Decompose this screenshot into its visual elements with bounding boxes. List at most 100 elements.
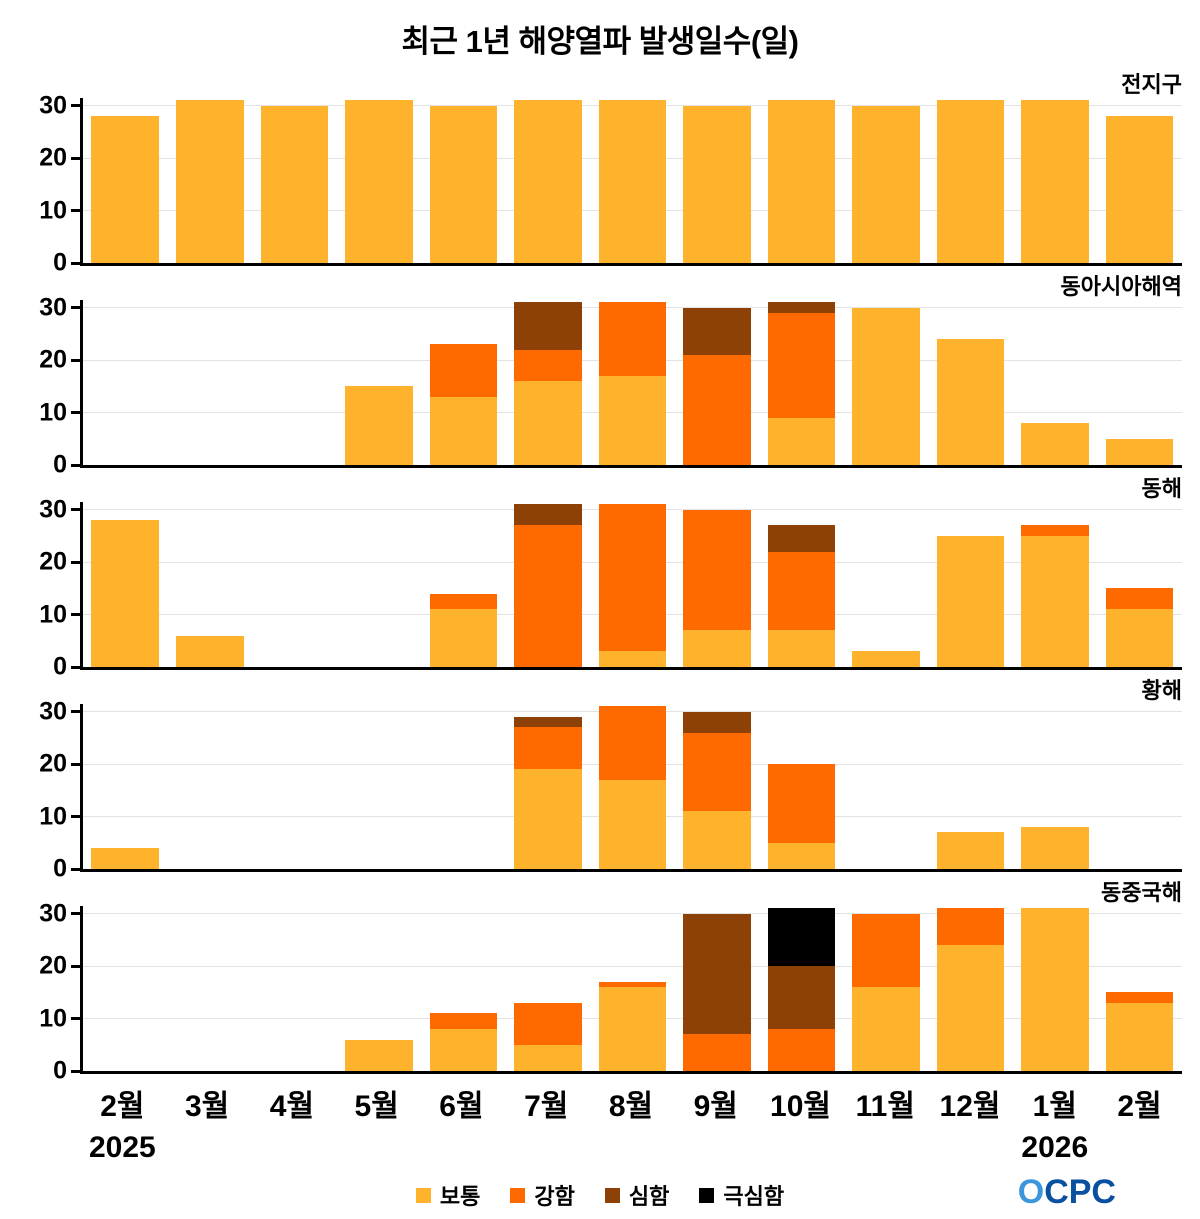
bar-segment bbox=[852, 105, 920, 263]
bar-slot bbox=[83, 906, 168, 1071]
chart-panel: 전지구 0 10 20 30 bbox=[39, 71, 1182, 275]
y-tick-label: 30 bbox=[39, 91, 67, 119]
bar-slot bbox=[1097, 98, 1182, 263]
bar-slot bbox=[1097, 704, 1182, 869]
year-label: 2026 bbox=[1021, 1131, 1089, 1164]
y-tick-label: 20 bbox=[39, 345, 67, 374]
bar-segment bbox=[767, 1029, 836, 1071]
bar-segment bbox=[852, 307, 920, 465]
y-tick bbox=[71, 762, 80, 766]
bar-segment bbox=[91, 116, 160, 263]
bar-segment bbox=[514, 100, 582, 263]
bar-segment bbox=[683, 913, 751, 1035]
stacked-bar bbox=[683, 105, 751, 263]
stacked-bar bbox=[345, 1039, 413, 1071]
bar-segment bbox=[683, 105, 751, 263]
bar-segment bbox=[514, 504, 582, 526]
legend-swatch bbox=[604, 1187, 620, 1203]
y-tick bbox=[71, 411, 80, 414]
bar-segment bbox=[767, 302, 836, 313]
bar-segment bbox=[1105, 992, 1174, 1003]
stacked-bar bbox=[429, 1013, 498, 1071]
gridline bbox=[83, 965, 1182, 967]
y-tick bbox=[71, 964, 80, 968]
bar-slot bbox=[928, 502, 1013, 667]
year-label bbox=[928, 1131, 1013, 1165]
y-tick bbox=[71, 463, 80, 467]
bar-slot bbox=[1097, 906, 1182, 1071]
year-label bbox=[165, 1131, 250, 1165]
y-tick-label: 0 bbox=[53, 248, 67, 277]
bar-segment bbox=[514, 727, 582, 770]
y-tick-label: 20 bbox=[39, 547, 67, 576]
y-tick bbox=[71, 1017, 80, 1020]
year-label bbox=[1097, 1131, 1182, 1165]
bar-slot bbox=[590, 98, 675, 263]
y-tick-label: 20 bbox=[39, 143, 67, 172]
bar-segment bbox=[345, 100, 413, 263]
bar-slot bbox=[506, 704, 591, 869]
bar-segment bbox=[767, 842, 836, 869]
bar-segment bbox=[683, 732, 751, 812]
chart-panel: 동해 0 10 20 30 bbox=[39, 475, 1182, 679]
bar-slot bbox=[1097, 502, 1182, 667]
stacked-bar bbox=[345, 386, 413, 465]
year-label: 2025 bbox=[89, 1131, 156, 1164]
stacked-bar bbox=[1021, 423, 1089, 465]
bar-segment bbox=[1021, 535, 1089, 667]
y-tick-label: 30 bbox=[39, 293, 67, 321]
year-label bbox=[673, 1131, 758, 1165]
bar-segment bbox=[683, 307, 751, 355]
stacked-bar bbox=[598, 504, 667, 667]
stacked-bar bbox=[91, 116, 160, 263]
bar-segment bbox=[429, 609, 498, 667]
bars-layer bbox=[83, 98, 1182, 263]
bar-slot bbox=[844, 502, 929, 667]
stacked-bar bbox=[1105, 588, 1174, 667]
stacked-bar bbox=[175, 635, 244, 667]
plot-area: 0 10 20 30 bbox=[39, 497, 1182, 679]
legend-swatch bbox=[415, 1187, 431, 1203]
bar-segment bbox=[598, 504, 667, 652]
bar-slot bbox=[506, 502, 591, 667]
bar-slot bbox=[252, 502, 337, 667]
bar-segment bbox=[1105, 116, 1174, 263]
x-tick-label: 6월 bbox=[439, 1090, 484, 1123]
stacked-bar bbox=[598, 981, 667, 1071]
bar-segment bbox=[1021, 827, 1089, 869]
bar-segment bbox=[429, 1013, 498, 1029]
y-tick bbox=[71, 912, 80, 915]
bar-segment bbox=[683, 1034, 751, 1071]
stacked-bar bbox=[683, 711, 751, 869]
legend-swatch bbox=[510, 1187, 526, 1203]
bar-segment bbox=[598, 706, 667, 780]
bar-slot bbox=[168, 98, 253, 263]
y-tick bbox=[71, 665, 80, 669]
year-label bbox=[334, 1131, 419, 1165]
bar-segment bbox=[936, 339, 1005, 465]
chart-title: 최근 1년 해양열파 발생일수(일) bbox=[401, 24, 799, 59]
stacked-bar bbox=[598, 100, 667, 263]
x-tick-label: 5월 bbox=[354, 1090, 399, 1123]
bar-segment bbox=[598, 987, 667, 1071]
bar-slot bbox=[168, 300, 253, 465]
bar-slot bbox=[421, 906, 506, 1071]
bar-segment bbox=[852, 913, 920, 987]
stacked-bar bbox=[767, 764, 836, 869]
y-tick-label: 30 bbox=[39, 495, 67, 523]
year-label bbox=[843, 1131, 928, 1165]
stacked-bar bbox=[1105, 992, 1174, 1071]
bar-slot bbox=[83, 300, 168, 465]
y-tick-label: 10 bbox=[39, 196, 67, 224]
stacked-bar bbox=[683, 307, 751, 465]
y-tick bbox=[71, 867, 80, 871]
bar-segment bbox=[936, 908, 1005, 945]
bar-slot bbox=[506, 906, 591, 1071]
bar-slot bbox=[590, 502, 675, 667]
y-tick-label: 10 bbox=[39, 802, 67, 830]
bar-slot bbox=[675, 906, 760, 1071]
x-tick-label: 10월 bbox=[770, 1090, 831, 1123]
bar-slot bbox=[675, 704, 760, 869]
bar-segment bbox=[767, 908, 836, 966]
y-tick-label: 20 bbox=[39, 749, 67, 778]
